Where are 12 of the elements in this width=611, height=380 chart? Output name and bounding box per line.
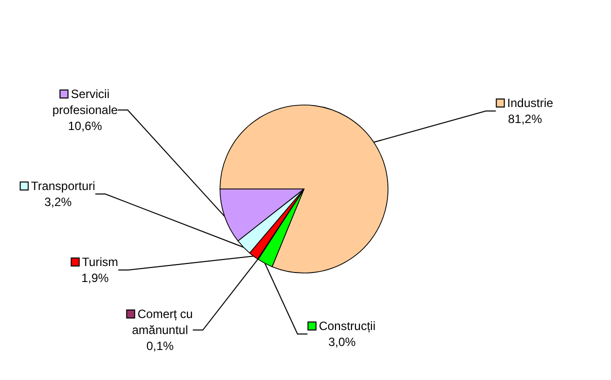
data-label: 3,0% xyxy=(328,335,356,349)
legend-label: Construcții xyxy=(315,319,376,333)
legend-label: Industrie xyxy=(504,96,554,110)
data-label: 3,2% xyxy=(44,195,72,209)
data-label: 0,1% xyxy=(146,339,174,353)
legend-label: Transporturi xyxy=(28,179,96,193)
legend-label: Servicii profesionale xyxy=(52,87,118,117)
legend-label: Turism xyxy=(78,255,118,269)
data-label: 1,9% xyxy=(81,271,109,285)
legend-label: Comerț cu amănuntul xyxy=(132,307,193,337)
data-label: 10,6% xyxy=(68,119,102,133)
data-label: 81,2% xyxy=(508,112,542,126)
